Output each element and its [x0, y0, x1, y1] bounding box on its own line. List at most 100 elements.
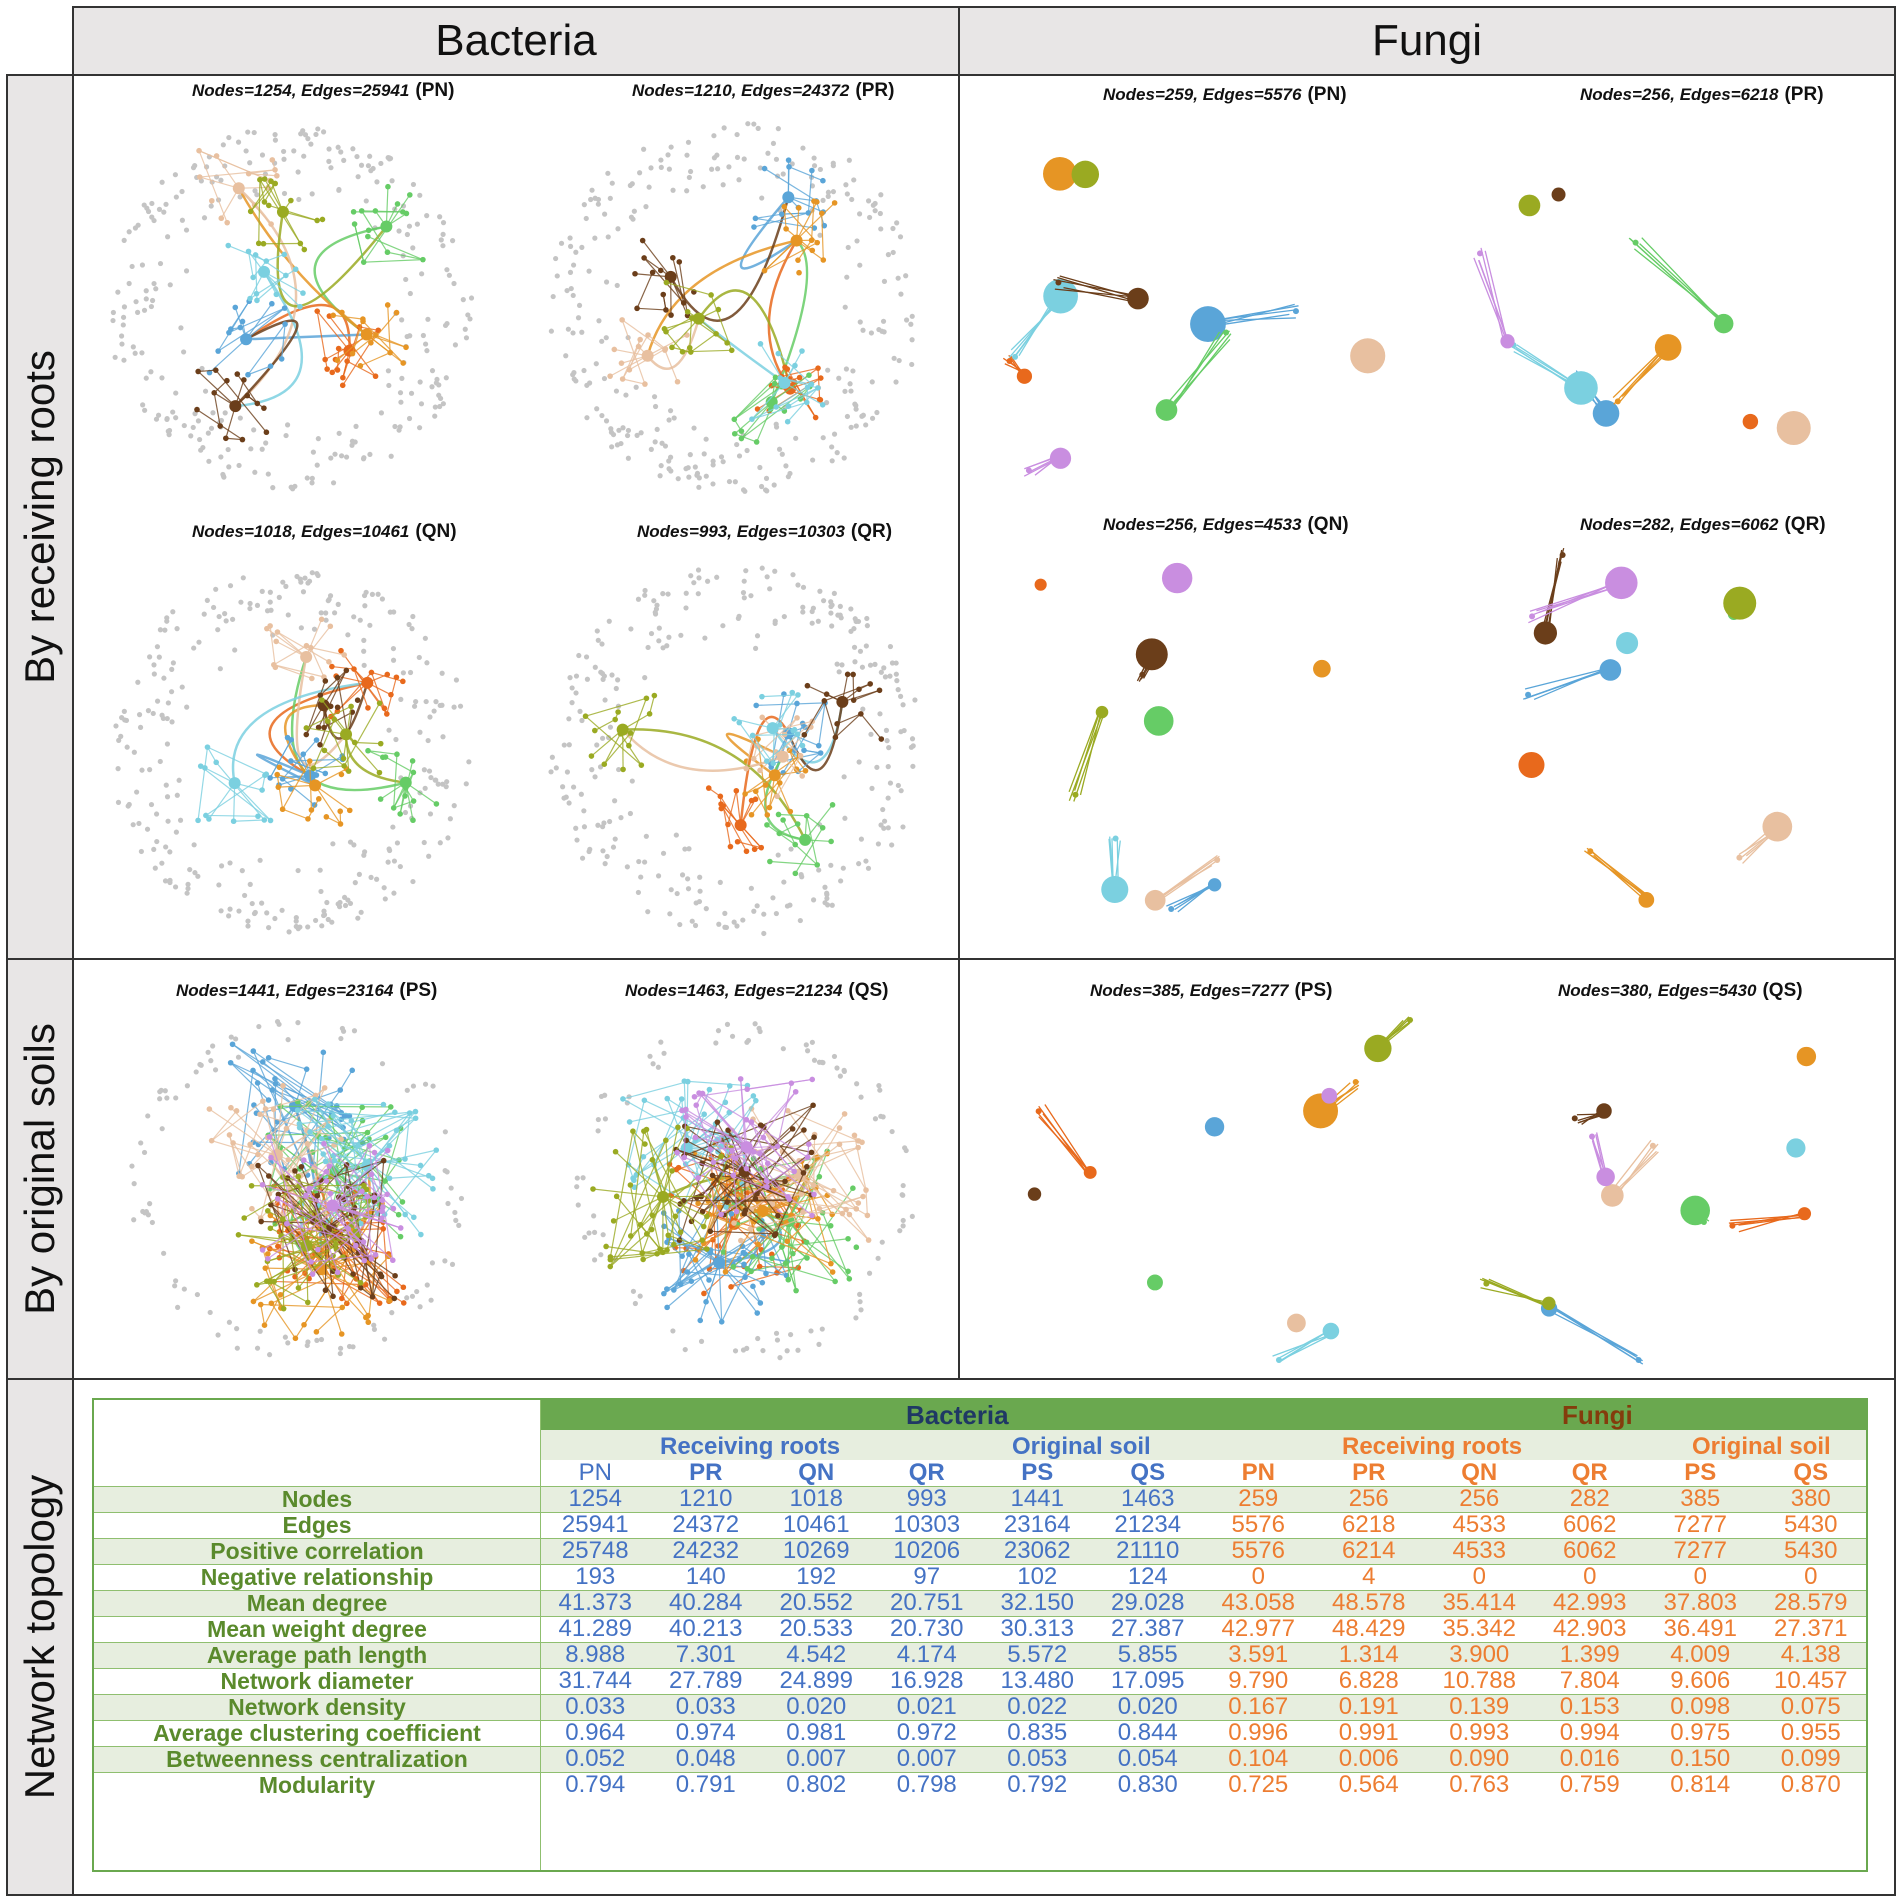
- network-node: [232, 304, 239, 311]
- network-node: [844, 191, 850, 197]
- network-edge: [594, 718, 616, 732]
- network-node: [831, 200, 838, 206]
- network-edge: [313, 225, 387, 336]
- network-node: [894, 678, 900, 684]
- network-edge: [680, 1245, 743, 1285]
- network-node: [651, 394, 658, 400]
- network-node: [239, 318, 246, 325]
- network-node: [333, 1246, 340, 1253]
- network-node: [335, 144, 341, 150]
- network-node: [293, 915, 299, 921]
- network-node: [424, 213, 430, 219]
- network-node: [874, 764, 880, 770]
- network-node: [696, 575, 702, 581]
- network-node: [758, 483, 765, 490]
- network-title: Nodes=256, Edges=6218 (PR): [1580, 84, 1824, 105]
- network-hub: [713, 1256, 726, 1269]
- network-node: [863, 1187, 869, 1193]
- network-edge: [609, 1196, 664, 1267]
- network-node: [684, 309, 691, 315]
- table-row-label: Average clustering coefficient: [153, 1719, 481, 1746]
- table-cell: 8.988: [565, 1641, 626, 1668]
- network-node: [628, 626, 634, 632]
- network-node: [853, 406, 859, 412]
- network-node: [290, 486, 296, 492]
- network-node: [301, 1321, 307, 1328]
- network-node: [647, 1053, 653, 1059]
- network-node: [601, 761, 608, 768]
- network-node: [320, 1151, 327, 1157]
- network-node: [650, 1061, 656, 1067]
- network-edge: [249, 1144, 287, 1179]
- network-hub: [1043, 157, 1077, 191]
- network-edge: [627, 1100, 645, 1165]
- network-node: [141, 307, 148, 313]
- network-node: [249, 1238, 255, 1244]
- network-edge: [263, 271, 304, 294]
- network-edge: [338, 1196, 362, 1288]
- network-node: [384, 1191, 390, 1198]
- network-node: [857, 262, 863, 268]
- network-node: [645, 644, 651, 651]
- network-node: [715, 166, 721, 172]
- network-node: [161, 675, 167, 681]
- network-node: [350, 1271, 356, 1277]
- network-edge: [1538, 585, 1618, 614]
- network-node: [145, 708, 152, 714]
- network-node: [121, 357, 127, 363]
- network-edge: [266, 1280, 285, 1309]
- network-edge: [331, 665, 355, 670]
- network-node: [204, 744, 211, 750]
- network-node: [198, 1062, 204, 1068]
- network-edge: [753, 212, 809, 228]
- network-node: [377, 740, 384, 747]
- network-edge: [1730, 1214, 1804, 1222]
- network-node: [567, 243, 574, 249]
- network-hub: [1321, 1087, 1338, 1104]
- network-edge: [630, 1155, 722, 1237]
- network-edge: [740, 1078, 748, 1148]
- network-node: [391, 890, 397, 896]
- network-node: [640, 1153, 647, 1160]
- network-edge: [666, 1241, 788, 1263]
- network-node: [656, 638, 662, 644]
- network-node: [390, 657, 397, 663]
- network-node: [196, 147, 202, 154]
- network-node: [853, 1244, 860, 1251]
- network-edge: [354, 223, 365, 263]
- network-node: [741, 156, 747, 162]
- network-node: [427, 811, 434, 817]
- network-node: [265, 1208, 271, 1214]
- network-edge: [839, 1143, 867, 1191]
- network-node: [584, 676, 591, 682]
- network-node: [380, 1226, 387, 1232]
- network-node: [692, 922, 699, 929]
- network-node: [428, 1297, 434, 1303]
- network-node: [328, 455, 334, 461]
- network-node: [322, 770, 329, 777]
- network-node: [221, 474, 227, 480]
- network-edge: [299, 1111, 416, 1125]
- network-node: [553, 765, 559, 771]
- network-node: [809, 608, 815, 615]
- network-node: [259, 588, 265, 594]
- network-node: [1035, 1108, 1042, 1115]
- network-edge: [255, 254, 287, 276]
- network-node: [599, 670, 606, 677]
- network-node: [757, 1300, 764, 1306]
- network-edge: [197, 747, 209, 821]
- network-node: [240, 575, 246, 581]
- network-edge: [262, 1205, 333, 1251]
- table-cell: 10269: [782, 1537, 850, 1564]
- network-node: [592, 727, 598, 734]
- network-node: [359, 1188, 365, 1195]
- network-edge: [770, 239, 809, 403]
- network-node: [386, 846, 392, 852]
- network-node: [792, 362, 798, 369]
- network-node: [655, 1064, 661, 1070]
- network-node: [607, 195, 613, 201]
- network-node: [825, 193, 831, 199]
- network-node: [787, 902, 793, 908]
- network-node: [409, 1293, 416, 1299]
- network-node: [707, 1249, 714, 1256]
